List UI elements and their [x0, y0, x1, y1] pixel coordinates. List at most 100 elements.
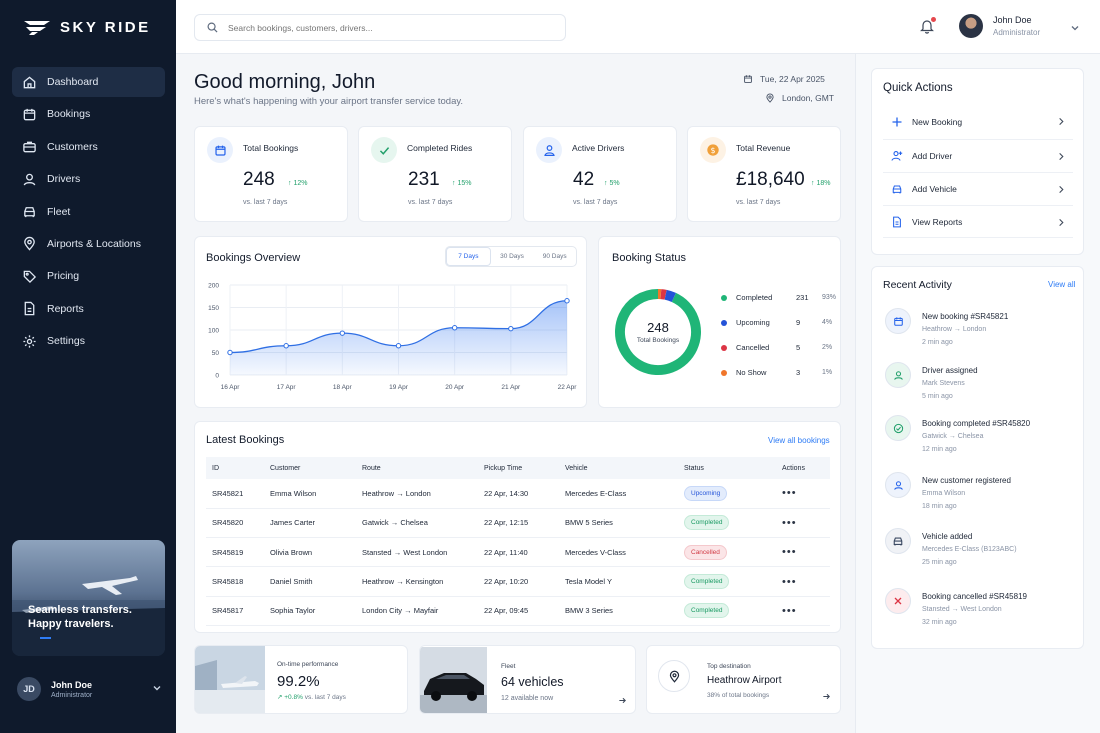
activity-icon-wrap — [885, 308, 911, 334]
booking-id: SR45820 — [206, 508, 270, 539]
chevron-right-icon — [1059, 152, 1064, 161]
calendar-icon — [23, 108, 36, 121]
stat-label: Total Revenue — [736, 143, 791, 153]
gear-icon — [23, 335, 36, 348]
more-actions-icon[interactable]: ••• — [782, 487, 797, 500]
sidebar-item-customers[interactable]: Customers — [12, 132, 165, 162]
stat-delta: ↑ 15% — [452, 180, 472, 187]
table-row[interactable]: SR45818 Daniel Smith Heathrow → Kensington… — [206, 566, 830, 597]
booking-route: London City → Mayfair — [362, 596, 484, 626]
status-row-upcoming: Upcoming 9 4% — [721, 318, 832, 327]
y-tick-label: 200 — [208, 283, 219, 290]
status-count: 5 — [796, 343, 801, 352]
activity-icon-wrap — [885, 415, 911, 441]
notification-bell-icon[interactable] — [920, 18, 934, 34]
search-box[interactable] — [194, 14, 566, 41]
sidebar-item-bookings[interactable]: Bookings — [12, 99, 165, 129]
coin-icon: $ — [707, 144, 719, 156]
x-tick-label: 19 Apr — [389, 384, 409, 391]
sidebar-item-dashboard[interactable]: Dashboard — [12, 67, 165, 97]
sidebar-item-reports[interactable]: Reports — [12, 294, 165, 324]
activity-title: Vehicle added — [922, 532, 973, 541]
series-area — [230, 300, 567, 375]
chevron-right-icon — [1059, 117, 1064, 126]
top-destination-card[interactable]: Top destination Heathrow Airport 38% of … — [646, 645, 841, 714]
tab-90-days[interactable]: 90 Days — [542, 253, 567, 260]
ontime-performance-card: On-time performance 99.2% ↗ +0.8% vs. la… — [194, 645, 408, 714]
view-all-bookings-link[interactable]: View all bookings — [768, 436, 830, 445]
more-actions-icon[interactable]: ••• — [782, 546, 797, 559]
activity-detail: Emma Wilson — [922, 490, 966, 497]
donut-segment — [615, 289, 701, 376]
search-input[interactable] — [228, 22, 548, 33]
more-actions-icon[interactable]: ••• — [782, 516, 797, 529]
booking-customer: James Carter — [270, 508, 362, 539]
status-dot — [721, 344, 727, 351]
tab-7-days[interactable]: 7 Days — [446, 247, 491, 266]
sidebar-item-drivers[interactable]: Drivers — [12, 164, 165, 194]
table-row[interactable]: SR45817 Sophia Taylor London City → Mayfai… — [206, 596, 830, 626]
stat-value: 231 — [408, 169, 440, 190]
booking-status: Completed — [684, 566, 782, 597]
booking-pickup-time: 22 Apr, 14:30 — [484, 479, 565, 509]
quick-action-new-booking[interactable]: New Booking — [883, 105, 1073, 138]
booking-pickup-time: 22 Apr, 12:15 — [484, 508, 565, 539]
card-title: Recent Activity — [883, 279, 952, 291]
svg-text:$: $ — [710, 146, 715, 155]
table-row[interactable]: SR45821 Emma Wilson Heathrow → London 22 Ap… — [206, 479, 830, 509]
status-dot — [721, 294, 727, 301]
table-row[interactable]: SR45820 James Carter Gatwick → Chelsea 22 A… — [206, 508, 830, 539]
data-point — [564, 298, 570, 304]
tab-30-days[interactable]: 30 Days — [500, 253, 524, 260]
card-title: Quick Actions — [883, 82, 953, 94]
quick-action-label: New Booking — [912, 116, 963, 127]
status-label: Completed — [736, 293, 773, 302]
data-point — [508, 325, 514, 332]
y-tick-label: 100 — [208, 328, 219, 335]
chevron-down-icon[interactable] — [1070, 23, 1080, 33]
sidebar-user-menu[interactable]: JD John Doe Administrator — [17, 677, 162, 701]
stat-value: 248 — [243, 169, 275, 190]
activity-icon-wrap — [885, 588, 911, 614]
driver-icon — [543, 144, 555, 156]
destination-footnote: 38% of total bookings — [707, 692, 770, 699]
current-date: Tue, 22 Apr 2025 — [743, 74, 825, 84]
quick-action-add-driver[interactable]: Add Driver — [883, 139, 1073, 172]
document-icon — [893, 216, 901, 227]
quick-actions-card: Quick Actions New Booking Add Driver Add… — [871, 68, 1084, 255]
activity-icon-wrap — [885, 472, 911, 498]
quick-action-add-vehicle[interactable]: Add Vehicle — [883, 172, 1073, 205]
booking-actions: ••• — [782, 566, 830, 597]
sidebar-item-settings[interactable]: Settings — [12, 326, 165, 356]
brand-logo[interactable]: SKY RIDE — [22, 18, 151, 36]
ontime-footnote: vs. last 7 days — [304, 694, 346, 701]
sidebar-item-fleet[interactable]: Fleet — [12, 197, 165, 227]
data-point — [339, 330, 346, 336]
user-name: John Doe — [993, 15, 1032, 25]
sidebar-item-pricing[interactable]: Pricing — [12, 261, 165, 291]
view-all-activity-link[interactable]: View all — [1048, 280, 1076, 289]
booking-route: Heathrow → Kensington — [362, 566, 484, 597]
table-header-row: ID Customer Route Pickup Time Vehicle St… — [206, 457, 830, 479]
sidebar-nav: Dashboard Bookings Customers Drivers Fle… — [12, 67, 165, 359]
fleet-card[interactable]: Fleet 64 vehicles 12 available now — [419, 645, 636, 714]
booking-customer: Emma Wilson — [270, 479, 362, 509]
location-pin-icon — [766, 93, 774, 103]
status-label: No Show — [736, 368, 767, 377]
avatar: JD — [17, 677, 41, 701]
header-user-menu[interactable]: John Doe Administrator — [959, 14, 1040, 38]
sidebar-item-label: Dashboard — [47, 76, 99, 88]
status-dot — [721, 319, 727, 326]
more-actions-icon[interactable]: ••• — [782, 604, 797, 617]
more-actions-icon[interactable]: ••• — [782, 575, 797, 588]
y-tick-label: 50 — [212, 350, 220, 357]
quick-action-view-reports[interactable]: View Reports — [883, 205, 1073, 238]
calendar-icon — [893, 316, 903, 326]
sidebar-item-airports-locations[interactable]: Airports & Locations — [12, 229, 165, 259]
booking-id: SR45818 — [206, 566, 270, 597]
activity-detail: Gatwick → Chelsea — [922, 433, 984, 440]
activity-icon-wrap — [885, 528, 911, 554]
user-icon — [893, 370, 903, 380]
donut-total-label: Total Bookings — [636, 337, 680, 344]
table-row[interactable]: SR45819 Olivia Brown Stansted → West Londo… — [206, 537, 830, 568]
